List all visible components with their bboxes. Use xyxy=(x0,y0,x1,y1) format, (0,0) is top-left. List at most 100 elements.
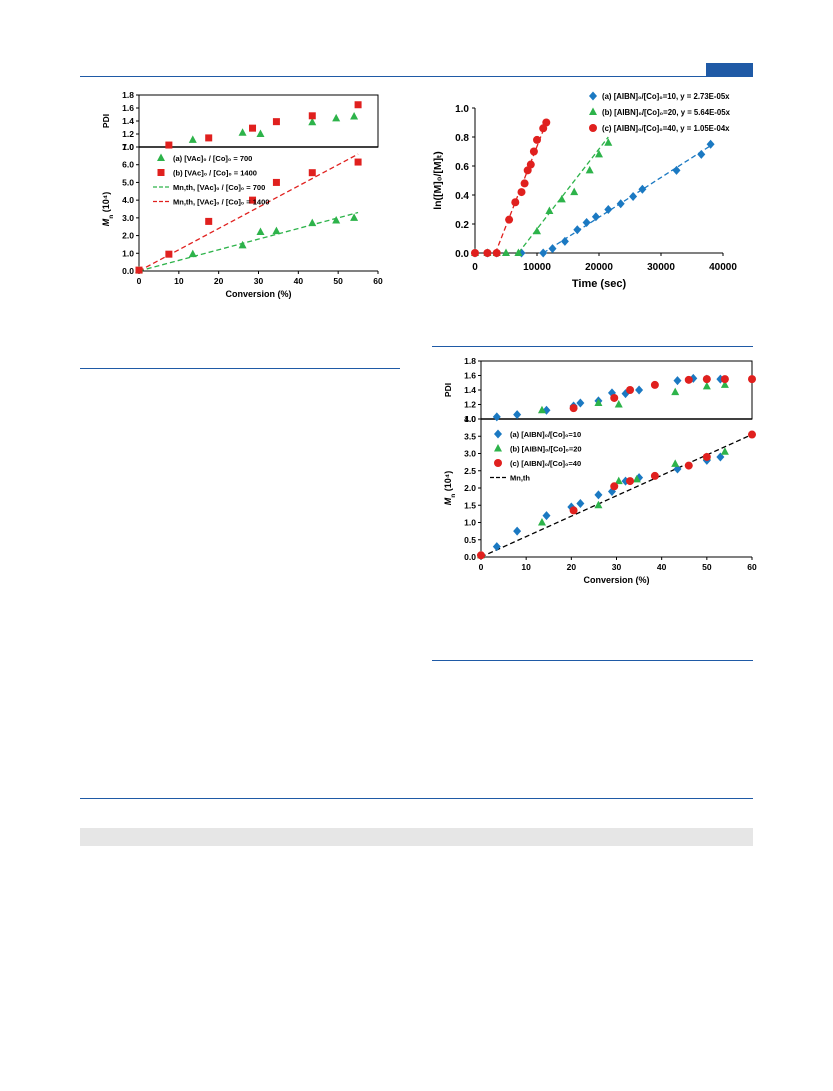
data-point xyxy=(529,147,538,156)
mn-point xyxy=(537,518,546,526)
legend-label: (a) [AIBN]₀/[Co]₀=10, y = 2.73E-05x xyxy=(602,92,730,101)
data-point xyxy=(570,187,579,196)
data-point xyxy=(511,198,520,207)
mn-point xyxy=(135,266,143,274)
pdi-tick-label: 1.4 xyxy=(464,385,476,395)
legend-label: Mn,th, [VAc]₀ / [Co]₀ = 1400 xyxy=(173,198,269,207)
pdi-tick-label: 1.2 xyxy=(122,129,134,139)
section-rule-right-2 xyxy=(432,660,753,661)
theoretical-mn-line xyxy=(138,211,359,272)
legend-marker xyxy=(157,153,165,161)
x-tick-label: 20 xyxy=(567,562,577,572)
x-tick-label: 40 xyxy=(657,562,667,572)
mn-point xyxy=(594,500,603,509)
legend-marker xyxy=(157,169,165,176)
data-point xyxy=(514,248,523,256)
mn-tick-label: 2.0 xyxy=(122,231,134,241)
data-point xyxy=(533,135,541,144)
pdi-tick-label: 1.4 xyxy=(122,116,134,126)
pdi-point xyxy=(332,113,341,122)
pdi-point xyxy=(720,375,729,384)
data-point xyxy=(483,249,492,257)
pdi-axis-title: PDI xyxy=(443,383,453,397)
y-tick-label: 0.4 xyxy=(455,191,469,202)
mn-point xyxy=(165,250,173,258)
pdi-point xyxy=(635,385,644,395)
pdi-tick-label: 1.0 xyxy=(122,142,134,152)
pdi-tick-label: 1.6 xyxy=(122,103,134,113)
pdi-point xyxy=(684,375,693,384)
data-point xyxy=(573,225,582,235)
legend-label: (b) [VAc]₀ / [Co]₀ = 1400 xyxy=(173,169,257,178)
x-tick-label: 40 xyxy=(294,276,304,286)
data-point xyxy=(604,205,613,214)
pdi-tick-label: 1.8 xyxy=(122,90,134,100)
y-tick-label: 0.2 xyxy=(455,220,469,231)
pdi-point xyxy=(238,128,247,136)
pdi-point xyxy=(650,380,659,389)
data-point xyxy=(582,218,591,228)
legend-marker xyxy=(494,459,502,467)
y-tick-label: 0.8 xyxy=(455,133,469,144)
legend-marker xyxy=(494,444,502,452)
mn-point xyxy=(513,526,522,536)
x-tick-label: 50 xyxy=(702,562,712,572)
mn-tick-label: 0.0 xyxy=(122,266,134,276)
legend-label: (a) [VAc]₀ / [Co]₀ = 700 xyxy=(173,154,252,163)
pdi-point xyxy=(626,386,635,394)
data-point xyxy=(672,165,681,175)
fit-line xyxy=(494,122,547,254)
data-point xyxy=(492,249,501,257)
mn-point xyxy=(576,499,585,509)
pdi-point xyxy=(492,412,501,422)
mn-point xyxy=(684,461,693,470)
data-point xyxy=(591,212,600,222)
mn-tick-label: 7.0 xyxy=(122,142,134,152)
y-tick-label: 1.0 xyxy=(455,104,469,115)
data-point xyxy=(545,206,554,214)
mn-point xyxy=(272,178,280,186)
legend-marker xyxy=(589,124,597,132)
mn-point xyxy=(332,216,341,224)
pdi-point xyxy=(256,129,265,137)
x-tick-label: 30000 xyxy=(647,262,675,273)
legend-label: (b) [AIBN]₀/[Co]₀=20 xyxy=(510,445,582,454)
mn-tick-label: 4.0 xyxy=(464,414,476,424)
data-point xyxy=(539,248,548,258)
legend-label: (b) [AIBN]₀/[Co]₀=20, y = 5.64E-05x xyxy=(602,108,731,117)
mn-axis-title-main: M xyxy=(101,218,111,226)
mn-point xyxy=(594,490,603,500)
pdi-point xyxy=(569,404,578,413)
x-tick-label: 10 xyxy=(521,562,531,572)
pdi-point xyxy=(354,101,362,109)
legend-label: (a) [AIBN]₀/[Co]₀=10 xyxy=(510,430,581,439)
pdi-point xyxy=(350,111,359,120)
mn-axis-title-sub: n xyxy=(108,215,115,219)
mn-point xyxy=(238,240,247,249)
mn-point xyxy=(492,542,501,552)
x-axis-title: Time (sec) xyxy=(572,278,627,290)
data-point xyxy=(505,215,514,224)
data-point xyxy=(548,244,557,254)
data-point xyxy=(526,160,535,169)
data-point xyxy=(557,194,566,203)
pdi-tick-label: 1.8 xyxy=(464,356,476,366)
data-point xyxy=(471,249,479,257)
x-axis-title: Conversion (%) xyxy=(583,575,649,585)
pdi-point xyxy=(671,387,680,396)
data-point xyxy=(638,184,647,194)
mn-point xyxy=(542,511,551,521)
data-point xyxy=(604,138,613,146)
x-tick-label: 0 xyxy=(137,276,142,286)
data-point xyxy=(517,188,526,197)
y-tick-label: 0.6 xyxy=(455,162,469,173)
data-point xyxy=(533,226,541,235)
mn-axis-title-main: M xyxy=(443,497,453,505)
x-tick-label: 0 xyxy=(472,262,478,273)
data-point xyxy=(629,191,638,201)
legend-marker xyxy=(494,429,502,439)
mn-point xyxy=(308,218,317,227)
pdi-point xyxy=(205,134,213,142)
